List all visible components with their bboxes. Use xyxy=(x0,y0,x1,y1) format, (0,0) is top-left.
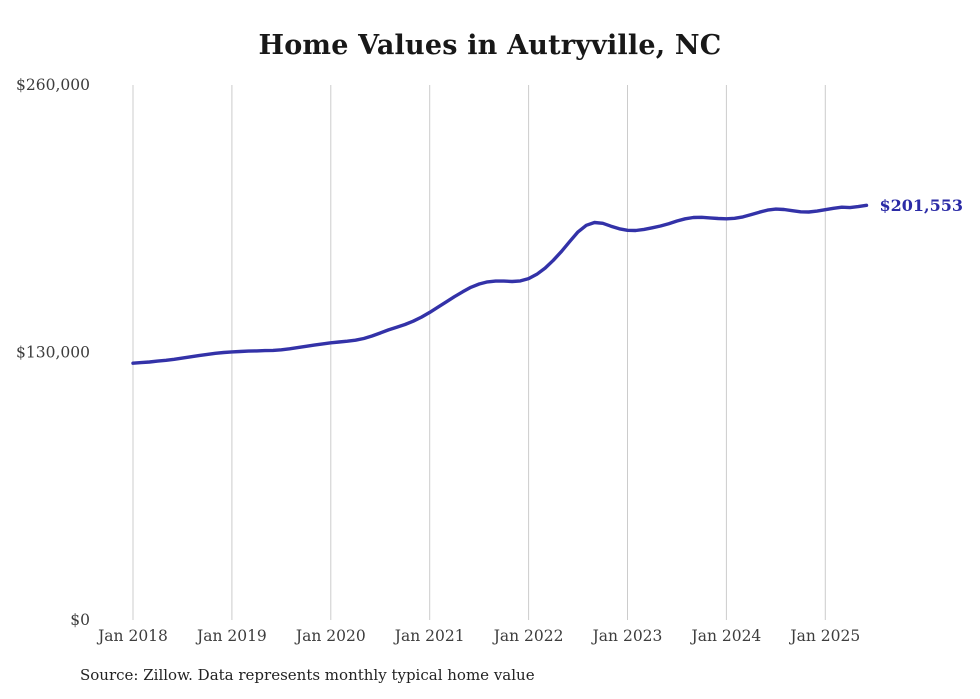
y-tick-label: $260,000 xyxy=(16,76,90,94)
source-note: Source: Zillow. Data represents monthly … xyxy=(80,666,535,684)
end-value-label: $201,553 xyxy=(880,196,964,215)
x-tick-label: Jan 2024 xyxy=(689,627,761,645)
chart-title: Home Values in Autryville, NC xyxy=(258,30,722,61)
x-tick-label: Jan 2025 xyxy=(788,627,860,645)
x-tick-label: Jan 2021 xyxy=(393,627,465,645)
x-tick-label: Jan 2020 xyxy=(294,627,366,645)
y-tick-label: $130,000 xyxy=(16,344,90,362)
x-tick-label: Jan 2019 xyxy=(195,627,267,645)
y-tick-label: $0 xyxy=(70,611,90,629)
x-tick-label: Jan 2018 xyxy=(96,627,168,645)
x-tick-label: Jan 2023 xyxy=(591,627,663,645)
x-tick-label: Jan 2022 xyxy=(492,627,564,645)
home-value-series-line xyxy=(131,203,869,365)
